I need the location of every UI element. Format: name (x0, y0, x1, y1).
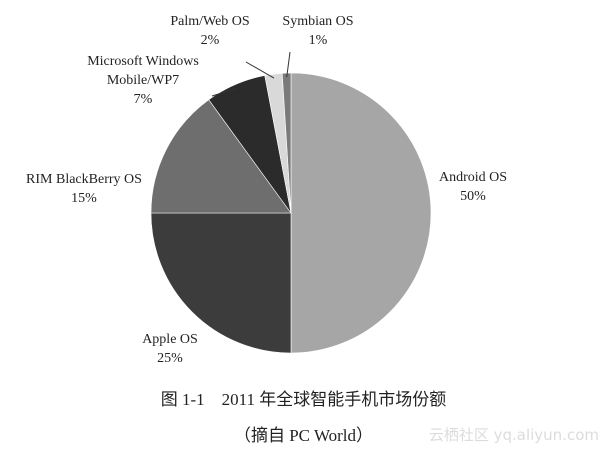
slice-name-apple: Apple OS (142, 332, 198, 347)
pie-slice-android (290, 72, 432, 354)
leader-line-windows-mobile (211, 87, 238, 97)
slice-name-palm: Palm/Web OS (170, 14, 250, 29)
slice-percent-palm: 2% (200, 33, 220, 48)
slice-name-blackberry: RIM BlackBerry OS (26, 172, 142, 187)
leader-line-symbian (286, 51, 291, 78)
pie-slices (150, 72, 432, 354)
pie-slice-blackberry (150, 99, 292, 214)
slice-name-windows-mobile-line2: Mobile/WP7 (106, 73, 180, 88)
slice-label-symbian: Symbian OS 1% (268, 12, 368, 50)
pie-slice-apple (150, 212, 292, 354)
pie-slice-symbian (281, 72, 292, 214)
leader-line-palm (245, 61, 275, 79)
slice-name-symbian: Symbian OS (282, 14, 354, 29)
figure-source: （摘自 PC World） (233, 426, 374, 445)
slice-name-windows-mobile-line1: Microsoft Windows (87, 54, 199, 69)
slice-percent-android: 50% (460, 189, 486, 204)
watermark: 云栖社区 yq.aliyun.com (428, 426, 599, 444)
slice-label-android: Android OS 50% (418, 168, 528, 206)
pie-chart (150, 51, 432, 354)
label-leader-lines (211, 51, 291, 97)
slice-label-apple: Apple OS 25% (120, 330, 220, 368)
slice-percent-apple: 25% (157, 351, 183, 366)
slice-label-palm: Palm/Web OS 2% (155, 12, 265, 50)
slice-percent-blackberry: 15% (71, 191, 97, 206)
figure-caption: 图 1-1 2011 年全球智能手机市场份额 (160, 390, 447, 409)
slice-name-android: Android OS (438, 170, 508, 185)
slice-percent-windows-mobile: 7% (133, 92, 153, 107)
slice-percent-symbian: 1% (308, 33, 328, 48)
slice-label-windows-mobile: Microsoft Windows Mobile/WP7 7% (68, 52, 218, 109)
slice-label-blackberry: RIM BlackBerry OS 15% (10, 170, 158, 208)
